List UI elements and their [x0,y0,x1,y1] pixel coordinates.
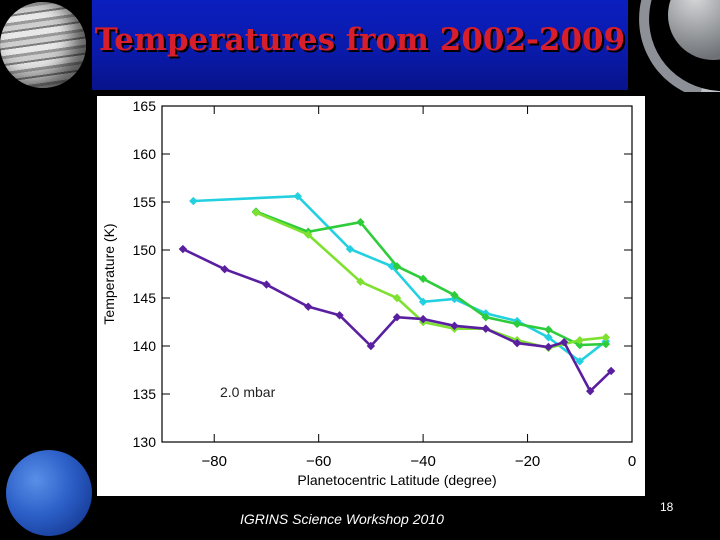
data-point-purple [544,342,553,352]
x-tick-label: −80 [201,453,226,470]
data-point-purple [178,244,188,254]
data-point-purple [220,265,229,274]
y-tick-label: 165 [133,98,157,114]
x-tick-label: −60 [306,453,331,470]
data-point-purple [512,338,522,348]
data-point-purple [366,341,376,351]
data-point-green [481,313,490,322]
y-tick-label: 160 [133,146,157,162]
series-line-cyan [193,194,607,364]
y-tick-label: 140 [133,338,157,354]
data-point-lime [601,333,611,342]
footer-text: IGRINS Science Workshop 2010 [240,511,444,527]
y-tick-label: 155 [133,194,157,210]
chart-panel: −80 −60 −40 −20 0 130 135 140 145 150 155 160 165 2.… [97,96,645,496]
data-point-green [512,319,522,329]
x-tick-label: 0 [628,453,636,470]
x-tick-label: −20 [515,453,540,470]
data-series [178,192,616,396]
data-point-purple [304,302,313,311]
data-point-lime [251,208,261,217]
data-point-lime [304,230,313,239]
data-point-purple [418,314,428,324]
data-point-green [450,290,459,300]
data-point-purple [606,366,616,376]
data-point-green [392,262,402,271]
data-point-purple [262,280,271,289]
data-point-purple [481,324,490,333]
slide-title: Temperatures from 2002-2009 [94,22,626,58]
data-point-cyan [345,244,355,254]
page-number: 18 [660,500,674,514]
pressure-annotation: 2.0 mbar [220,384,276,400]
y-tick-label: 150 [133,242,157,258]
data-point-purple [392,313,402,322]
title-bar: Temperatures from 2002-2009 [92,0,628,90]
y-tick-label: 130 [133,434,157,450]
neptune-image [6,450,92,536]
temperature-chart: −80 −60 −40 −20 0 130 135 140 145 150 155 160 165 2.… [97,96,637,488]
data-point-cyan [544,333,553,342]
y-tick-label: 145 [133,290,157,306]
y-axis-label: Temperature (K) [101,223,117,324]
jupiter-image [0,2,86,88]
data-point-green [356,217,365,227]
axis-ticks: −80 −60 −40 −20 0 130 135 140 145 150 155 160 165 [133,98,637,470]
x-axis-label: Planetocentric Latitude (degree) [297,472,496,488]
x-tick-label: −40 [410,453,435,470]
data-point-lime [392,293,402,303]
saturn-image [628,0,720,92]
data-point-green [418,274,428,283]
data-point-cyan [293,192,302,201]
data-point-purple [335,311,344,320]
data-point-green [601,339,611,349]
data-point-green [544,325,553,334]
data-point-cyan [189,196,198,206]
plot-frame [161,105,633,443]
data-point-lime [356,277,365,286]
y-tick-label: 135 [133,386,157,402]
